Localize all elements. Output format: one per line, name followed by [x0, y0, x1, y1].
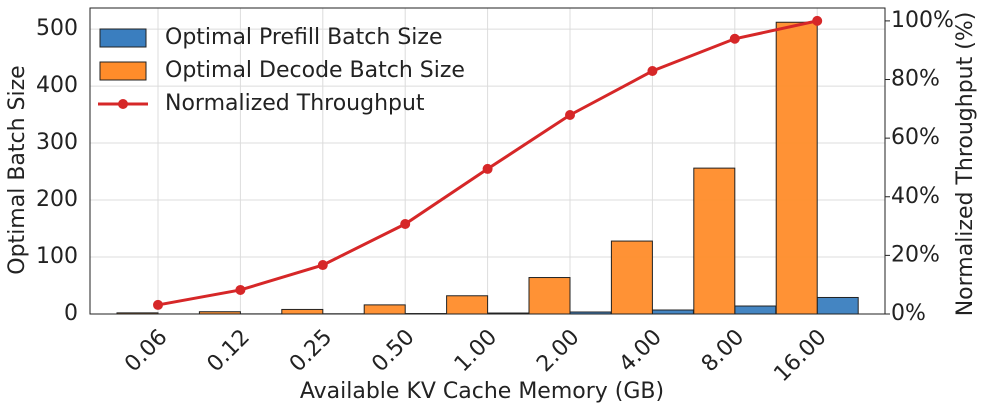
x-tick-label: 2.00 — [532, 325, 584, 377]
bar — [816, 296, 859, 315]
bar — [775, 21, 818, 315]
legend-swatch — [99, 28, 147, 48]
y2-tick-label: 20% — [891, 242, 940, 267]
marker — [235, 284, 246, 295]
y-tick-label: 0 — [64, 301, 78, 326]
bar — [610, 240, 653, 315]
y2-tick-label: 0% — [891, 301, 926, 326]
legend-marker — [118, 99, 128, 109]
marker — [400, 219, 411, 230]
y-tick-label: 300 — [36, 130, 78, 155]
x-tick-label: 1.00 — [450, 325, 502, 377]
y2-tick-label: 80% — [891, 67, 940, 92]
x-tick-label: 16.00 — [769, 325, 831, 387]
marker — [317, 260, 328, 271]
y-tick-label: 500 — [36, 16, 78, 41]
marker — [812, 15, 823, 26]
legend-label: Normalized Throughput — [165, 91, 425, 116]
y-tick-label: 400 — [36, 73, 78, 98]
marker — [729, 33, 740, 44]
bar — [734, 305, 777, 315]
marker — [482, 163, 493, 174]
bar — [693, 167, 736, 315]
bar — [651, 309, 694, 315]
bar — [281, 308, 324, 315]
x-tick-label: 0.25 — [285, 325, 337, 377]
y2-tick-label: 100% — [891, 8, 954, 33]
x-tick-label: 0.50 — [367, 325, 419, 377]
y2-tick-label: 40% — [891, 184, 940, 209]
bar — [528, 277, 571, 315]
y-tick-label: 200 — [36, 187, 78, 212]
x-tick-label: 8.00 — [697, 325, 749, 377]
y2-tick-label: 60% — [891, 125, 940, 150]
x-tick-label: 0.06 — [120, 325, 172, 377]
y-axis-label: Optimal Batch Size — [5, 65, 30, 274]
x-tick-label: 4.00 — [615, 325, 667, 377]
bar — [446, 295, 489, 315]
y-tick-label: 100 — [36, 244, 78, 269]
legend-label: Optimal Prefill Batch Size — [165, 25, 442, 50]
bar — [363, 304, 406, 315]
marker — [565, 109, 575, 120]
marker — [647, 66, 658, 77]
y2-axis-label: Normalized Throughput (%) — [953, 12, 978, 317]
legend-swatch — [99, 61, 147, 81]
plot-frame — [89, 7, 886, 315]
x-tick-label: 0.12 — [203, 325, 255, 377]
marker — [153, 299, 163, 310]
x-axis-label: Available KV Cache Memory (GB) — [300, 379, 664, 404]
legend-label: Optimal Decode Batch Size — [165, 58, 465, 83]
